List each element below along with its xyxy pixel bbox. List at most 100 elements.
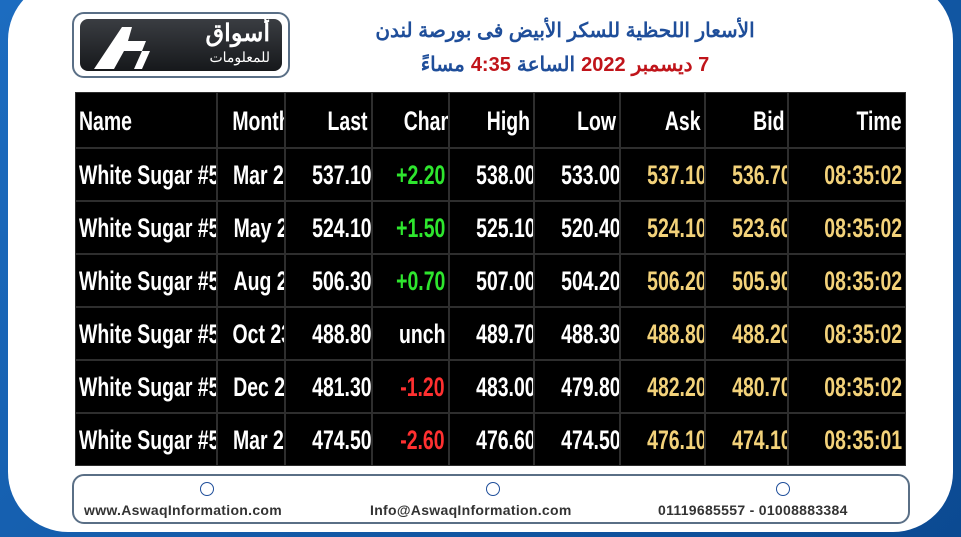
table-cell-text: 507.00 [476, 266, 534, 296]
table-cell: -1.20 [372, 360, 449, 413]
phones: 01119685557 - 01008883384 [658, 502, 848, 518]
table-cell-text: 504.20 [561, 266, 620, 296]
table-cell-text: 538.00 [476, 160, 534, 190]
table-cell: 481.30 [285, 360, 372, 413]
table-cell: 506.20 [620, 254, 705, 307]
table-cell-text: +1.50 [395, 213, 445, 243]
table-cell-text: 08:35:01 [824, 425, 902, 455]
logo: أسواق للمعلومات [72, 12, 290, 78]
table-cell-text: White Sugar #5 [79, 319, 217, 349]
table-cell: Aug 23 [217, 254, 285, 307]
table-cell: 524.10 [620, 201, 705, 254]
table-cell: 08:35:01 [788, 413, 906, 466]
table-cell: 533.00 [534, 148, 620, 201]
table-cell-text: White Sugar #5 [79, 372, 217, 402]
column-header: Last [285, 92, 372, 148]
table-cell: 525.10 [449, 201, 534, 254]
table-cell-text: 489.70 [476, 319, 534, 349]
table-cell: 489.70 [449, 307, 534, 360]
website: www.AswaqInformation.com [84, 502, 283, 518]
table-cell-text: 523.60 [732, 213, 788, 243]
column-header: Name [75, 92, 217, 148]
subtitle-part: مساءً [420, 54, 465, 76]
subtitle-part: 2022 [581, 54, 626, 76]
table-cell: 488.80 [620, 307, 705, 360]
footer: www.AswaqInformation.com Info@AswaqInfor… [72, 474, 910, 524]
table-cell-text: 524.10 [312, 213, 372, 243]
table-cell-text: 505.90 [732, 266, 788, 296]
table-cell: White Sugar #5 [75, 201, 217, 254]
column-header-text: Time [856, 106, 902, 136]
table-cell-text: Dec 23 [233, 372, 285, 402]
table-cell: 504.20 [534, 254, 620, 307]
table-cell: 483.00 [449, 360, 534, 413]
table-cell-text: -1.20 [400, 372, 445, 402]
table-cell-text: 08:35:02 [824, 372, 902, 402]
table-cell: May 23 [217, 201, 285, 254]
table-cell-text: 520.40 [561, 213, 620, 243]
table-cell-text: White Sugar #5 [79, 425, 217, 455]
table-cell-text: -2.60 [400, 425, 445, 455]
subtitle-part: 4:35 [470, 54, 511, 76]
table-cell: 507.00 [449, 254, 534, 307]
column-header: Change [372, 92, 449, 148]
table-cell: 505.90 [705, 254, 788, 307]
table-cell: 506.30 [285, 254, 372, 307]
table-cell: 482.20 [620, 360, 705, 413]
table-cell-text: 536.70 [732, 160, 788, 190]
table-cell: 474.50 [285, 413, 372, 466]
column-header: High [449, 92, 534, 148]
table-cell-text: Mar 24 [232, 425, 284, 455]
table-cell-text: White Sugar #5 [79, 213, 217, 243]
table-cell-text: 537.10 [312, 160, 372, 190]
column-header: Low [534, 92, 620, 148]
column-header-text: Low [577, 106, 616, 136]
phone-icon [776, 482, 790, 496]
table-cell-text: Aug 23 [233, 266, 284, 296]
subtitle-part: الساعة [516, 54, 576, 76]
table-cell-text: White Sugar #5 [79, 160, 217, 190]
table-cell: Mar 24 [217, 413, 285, 466]
table-cell-text: Oct 23 [232, 319, 284, 349]
table-cell: Dec 23 [217, 360, 285, 413]
column-header-text: Bid [752, 106, 784, 136]
logo-subtitle: للمعلومات [209, 49, 270, 65]
table-cell: 488.20 [705, 307, 788, 360]
table-cell-text: 08:35:02 [824, 319, 902, 349]
table-cell-text: 482.20 [647, 372, 705, 402]
table-cell: 538.00 [449, 148, 534, 201]
table-cell: White Sugar #5 [75, 360, 217, 413]
table-cell-text: 483.00 [476, 372, 534, 402]
table-cell: 08:35:02 [788, 307, 906, 360]
table-cell: unch [372, 307, 449, 360]
table-cell-text: 533.00 [561, 160, 620, 190]
table-cell: 08:35:02 [788, 360, 906, 413]
column-header: Bid [705, 92, 788, 148]
table-cell-text: 08:35:02 [824, 160, 902, 190]
table-cell: 08:35:02 [788, 148, 906, 201]
table-cell-text: 476.10 [647, 425, 705, 455]
subtitle: 7 ديسمبر2022الساعة4:35مساءً [320, 52, 810, 77]
column-header: Ask [620, 92, 705, 148]
table-cell: White Sugar #5 [75, 254, 217, 307]
table-cell: -2.60 [372, 413, 449, 466]
table-cell: +1.50 [372, 201, 449, 254]
column-header-text: Ask [665, 106, 701, 136]
table-cell: 476.10 [620, 413, 705, 466]
web-icon [200, 482, 214, 496]
column-header-text: Last [328, 106, 368, 136]
table-cell-text: 488.80 [312, 319, 372, 349]
table-cell-text: Mar 23 [232, 160, 284, 190]
table-cell: 488.30 [534, 307, 620, 360]
table-cell: 479.80 [534, 360, 620, 413]
table-cell: 480.70 [705, 360, 788, 413]
logo-icon [94, 27, 150, 69]
column-header-text: High [486, 106, 530, 136]
table-cell: Oct 23 [217, 307, 285, 360]
table-cell: Mar 23 [217, 148, 285, 201]
column-header: Month [217, 92, 285, 148]
subtitle-part: 7 ديسمبر [631, 54, 710, 76]
table-cell-text: 506.30 [312, 266, 372, 296]
table-cell-text: 488.20 [732, 319, 788, 349]
